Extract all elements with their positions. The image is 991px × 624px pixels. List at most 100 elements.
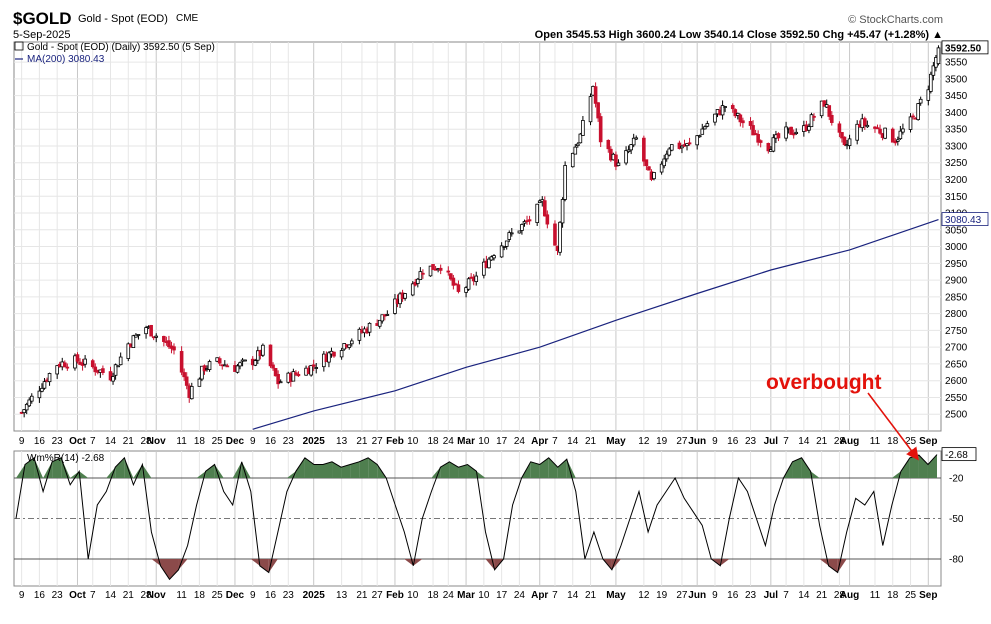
overbought-fill	[900, 457, 910, 478]
candle-body	[626, 149, 631, 152]
overbought-fill	[106, 467, 116, 478]
x-tick-label: 16	[34, 436, 46, 447]
x-tick-label: Jul	[764, 436, 779, 447]
candle-body	[842, 136, 847, 146]
candle-body	[184, 376, 189, 386]
x-tick-label: Nov	[147, 590, 166, 601]
x-tick-label: Oct	[69, 436, 86, 447]
overbought-fill	[548, 457, 558, 478]
x-tick-label: 10	[407, 590, 419, 601]
candle-body	[822, 100, 826, 107]
candle-body	[268, 344, 273, 367]
candle-body	[179, 351, 184, 373]
candle-body	[65, 366, 70, 369]
candle-body	[863, 118, 867, 126]
candle-body	[931, 65, 936, 76]
candle-body	[918, 98, 923, 104]
candle-body	[62, 362, 67, 368]
wr-tick-label: -20	[949, 474, 964, 485]
legend-price: Gold - Spot (EOD) (Daily) 3592.50 (5 Sep…	[27, 42, 215, 53]
candle-body	[733, 109, 738, 117]
candle-body	[573, 146, 578, 155]
overbought-fill	[52, 457, 62, 478]
x-tick-label: 16	[727, 590, 739, 601]
candle-body	[126, 343, 131, 359]
candle-body	[504, 240, 509, 247]
x-tick-label: Dec	[226, 436, 245, 447]
candle-body	[154, 335, 159, 338]
candle-body	[431, 264, 435, 270]
candle-body	[421, 272, 425, 275]
candle-body	[791, 133, 796, 136]
candle-body	[807, 126, 811, 131]
candle-body	[926, 89, 931, 101]
overbought-fill	[810, 471, 820, 478]
candle-body	[553, 223, 557, 246]
x-tick-label: 24	[514, 590, 526, 601]
candle-body	[261, 344, 265, 356]
overbought-fill	[566, 459, 576, 478]
y-tick-label: 2750	[945, 326, 968, 337]
legend-ma: MA(200) 3080.43	[27, 54, 105, 65]
candle-body	[776, 133, 781, 139]
overbought-fill	[295, 457, 305, 478]
overbought-fill	[927, 454, 937, 478]
y-tick-label: 3300	[945, 141, 968, 152]
x-tick-label: 24	[443, 436, 455, 447]
candle-body	[522, 221, 527, 224]
x-tick-label: 18	[887, 436, 899, 447]
x-tick-label: 21	[816, 590, 828, 601]
candle-body	[446, 270, 451, 273]
candle-body	[83, 358, 87, 365]
candle-body	[784, 126, 788, 139]
x-tick-label: 19	[656, 436, 668, 447]
x-tick-label: 27	[372, 436, 384, 447]
candle-body	[723, 106, 727, 108]
x-tick-label: Jun	[688, 590, 706, 601]
overbought-fill	[196, 471, 206, 478]
candle-body	[794, 131, 799, 134]
exchange-label: CME	[176, 13, 199, 24]
candle-body	[865, 124, 870, 128]
candle-body	[720, 105, 725, 116]
candle-body	[294, 372, 298, 375]
candle-body	[890, 128, 895, 143]
x-tick-label: 25	[905, 590, 917, 601]
candle-body	[527, 219, 532, 222]
x-tick-label: 28	[834, 436, 846, 447]
brand-watermark[interactable]: © StockCharts.com	[848, 14, 943, 26]
candle-body	[449, 273, 453, 280]
x-tick-label: 10	[407, 436, 419, 447]
x-tick-label: 17	[496, 590, 508, 601]
x-tick-label: Mar	[457, 436, 475, 447]
candle-body	[273, 368, 278, 377]
candle-body	[576, 143, 580, 147]
candle-body	[703, 126, 707, 130]
candle-body	[520, 224, 524, 231]
candle-body	[517, 230, 522, 234]
candle-body	[197, 378, 202, 387]
y-tick-label: 3000	[945, 242, 968, 253]
overbought-fill	[124, 457, 134, 478]
candle-body	[588, 96, 593, 123]
candle-body	[347, 344, 352, 348]
candle-body	[271, 364, 275, 369]
candle-body	[332, 351, 336, 357]
y-tick-label: 2850	[945, 292, 968, 303]
overbought-fill	[241, 461, 251, 478]
overbought-fill	[341, 464, 351, 478]
x-tick-label: 11	[176, 590, 187, 601]
x-tick-label: Apr	[531, 590, 548, 601]
candle-body	[634, 137, 639, 140]
x-tick-label: 12	[638, 436, 650, 447]
candle-body	[90, 360, 95, 368]
x-tick-label: Dec	[226, 590, 245, 601]
candle-body	[47, 373, 52, 383]
x-tick-label: 23	[283, 590, 295, 601]
candle-body	[466, 278, 471, 290]
overbought-fill	[530, 461, 540, 478]
y-tick-label: 2650	[945, 359, 968, 370]
candle-body	[507, 232, 512, 240]
